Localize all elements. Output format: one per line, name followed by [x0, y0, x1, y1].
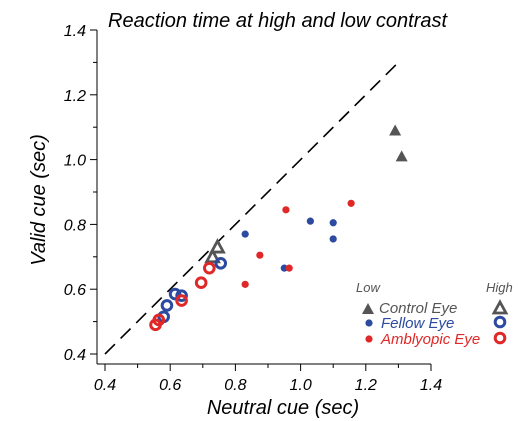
data-point-control-eye-high — [204, 247, 221, 264]
y-tick-label: 1.0 — [64, 153, 86, 170]
data-point-fellow-eye-low — [329, 219, 337, 227]
y-tick-label: 0.4 — [64, 347, 86, 364]
data-point-fellow-eye-high — [175, 289, 188, 302]
x-tick-label: 0.4 — [94, 377, 116, 394]
data-point-amblyopic-eye-high — [175, 294, 188, 307]
legend-fellow-high-marker — [493, 315, 507, 329]
legend: Low High Control Eye Fellow Eye Amblyopi… — [356, 280, 513, 348]
unity-reference-line — [104, 61, 399, 355]
data-point-fellow-eye-low — [329, 235, 337, 243]
data-point-amblyopic-eye-low — [241, 280, 249, 288]
y-axis-label: Valid cue (sec) — [28, 134, 50, 266]
y-tick-label: 1.2 — [64, 88, 86, 105]
legend-amblyopic-low-marker — [365, 335, 373, 343]
legend-low-header: Low — [356, 280, 381, 295]
y-tick-label: 0.6 — [64, 282, 86, 299]
legend-fellow-low-marker — [365, 319, 373, 327]
legend-control-label: Control Eye — [379, 300, 457, 317]
x-axis-label: Neutral cue (sec) — [207, 397, 359, 419]
data-point-amblyopic-eye-low — [285, 264, 293, 272]
data-point-fellow-eye-low — [241, 230, 249, 238]
x-axis-ticks: 0.4 0.6 0.8 1.0 1.2 1.4 — [94, 364, 442, 394]
data-point-fellow-eye-high — [214, 256, 228, 270]
data-point-amblyopic-eye-high — [152, 313, 166, 327]
x-tick-label: 0.8 — [224, 377, 246, 394]
legend-amblyopic-label: Amblyopic Eye — [380, 331, 480, 348]
data-point-amblyopic-eye-high — [194, 276, 208, 290]
legend-high-header: High — [486, 280, 513, 295]
data-point-control-eye-low — [395, 150, 408, 162]
x-tick-label: 1.0 — [289, 377, 311, 394]
legend-control-high-marker — [491, 299, 509, 315]
data-point-control-eye-high — [209, 238, 226, 254]
y-axis-ticks: 0.4 0.6 0.8 1.0 1.2 1.4 — [64, 23, 97, 364]
chart-title: Reaction time at high and low contrast — [108, 10, 449, 32]
data-point-amblyopic-eye-low — [256, 251, 264, 259]
data-point-amblyopic-eye-low — [347, 199, 355, 207]
legend-control-low-marker — [362, 303, 374, 314]
data-point-amblyopic-eye-low — [282, 206, 290, 214]
x-tick-label: 1.4 — [420, 377, 442, 394]
legend-amblyopic-high-marker — [493, 331, 507, 345]
x-tick-label: 1.2 — [355, 377, 377, 394]
x-tick-label: 0.6 — [159, 377, 181, 394]
y-tick-label: 0.8 — [64, 217, 86, 234]
y-tick-label: 1.4 — [64, 23, 86, 40]
data-point-control-eye-low — [389, 124, 402, 136]
data-point-fellow-eye-high — [160, 299, 174, 312]
legend-fellow-label: Fellow Eye — [381, 315, 454, 332]
data-point-amblyopic-eye-high — [203, 261, 216, 275]
data-point-fellow-eye-high — [168, 287, 182, 301]
data-point-fellow-eye-low — [306, 217, 314, 225]
data-points — [149, 124, 408, 332]
